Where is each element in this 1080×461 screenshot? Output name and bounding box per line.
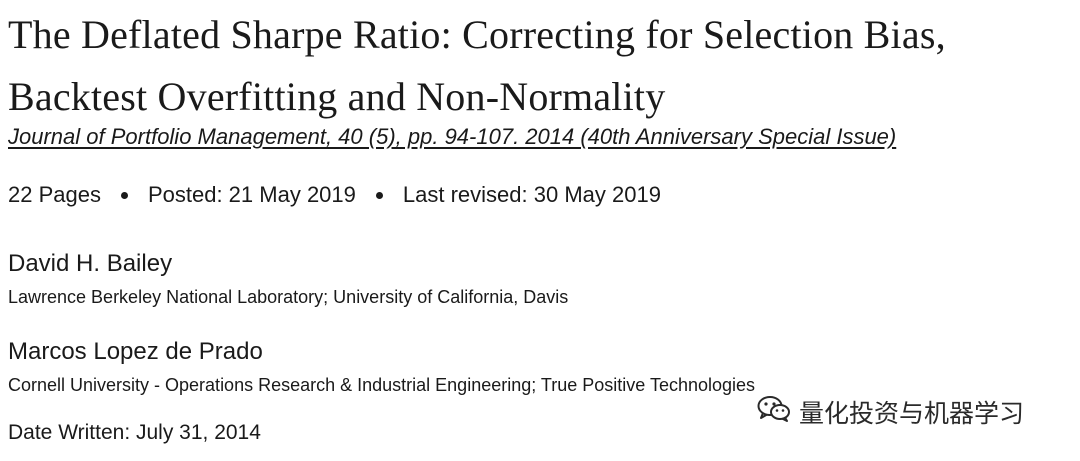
- page-count: 22 Pages: [8, 182, 101, 207]
- watermark-text: 量化投资与机器学习: [799, 399, 1025, 428]
- author-name[interactable]: Marcos Lopez de Prado: [8, 338, 263, 365]
- wechat-icon: [757, 395, 799, 429]
- bullet-separator: [375, 191, 383, 199]
- last-revised-date: Last revised: 30 May 2019: [402, 182, 661, 207]
- author-affiliation: Lawrence Berkeley National Laboratory; U…: [8, 287, 569, 307]
- paper-title: The Deflated Sharpe Ratio: Correcting fo…: [8, 12, 946, 119]
- author-affiliation: Cornell University - Operations Research…: [8, 375, 756, 395]
- posted-date: Posted: 21 May 2019: [147, 182, 356, 207]
- paper-meta: 22 Pages Posted: 21 May 2019 Last revise…: [8, 182, 661, 208]
- author-name[interactable]: David H. Bailey: [8, 250, 173, 277]
- bullet-separator: [120, 191, 128, 199]
- journal-citation-link[interactable]: Journal of Portfolio Management, 40 (5),…: [8, 124, 897, 149]
- watermark: 量化投资与机器学习: [757, 394, 1024, 430]
- date-written: Date Written: July 31, 2014: [8, 421, 261, 444]
